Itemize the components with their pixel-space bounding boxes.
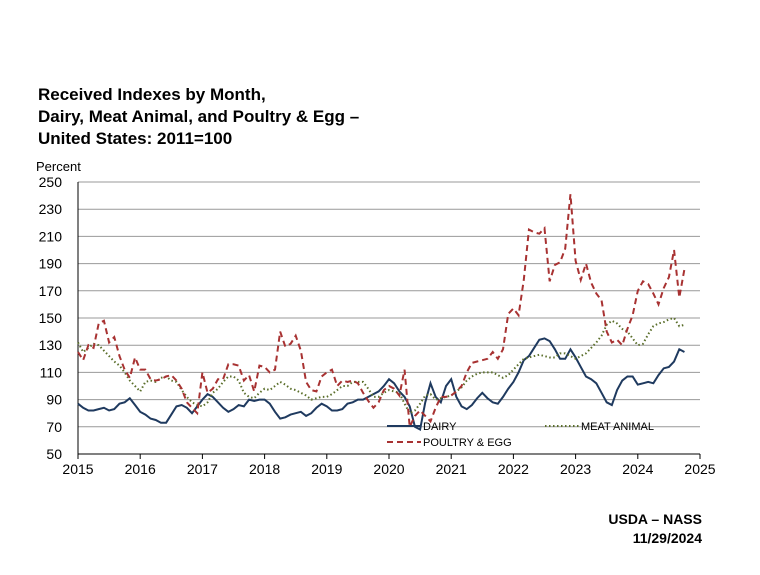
y-tick-label: 150 (39, 310, 63, 326)
legend-label: DAIRY (423, 421, 457, 433)
y-tick-label: 230 (39, 201, 63, 217)
x-tick-label: 2015 (62, 461, 93, 477)
x-tick-label: 2022 (498, 461, 529, 477)
y-tick-label: 170 (39, 283, 63, 299)
y-tick-label: 70 (46, 419, 62, 435)
y-axis-label: Percent (36, 159, 81, 174)
y-tick-label: 210 (39, 228, 63, 244)
y-tick-label: 190 (39, 256, 63, 272)
title-line: Dairy, Meat Animal, and Poultry & Egg – (38, 107, 359, 126)
series-line (77, 316, 685, 415)
x-tick-label: 2016 (125, 461, 156, 477)
series-line (77, 194, 686, 431)
x-tick-label: 2025 (684, 461, 715, 477)
source: USDA – NASS (608, 511, 702, 527)
x-tick-label: 2017 (187, 461, 218, 477)
title-line: Received Indexes by Month, (38, 85, 266, 104)
title-line: United States: 2011=100 (38, 129, 232, 148)
date: 11/29/2024 (633, 530, 703, 546)
legend-label: POULTRY & EGG (423, 437, 512, 449)
legend-label: MEAT ANIMAL (581, 421, 654, 433)
x-tick-label: 2019 (311, 461, 342, 477)
y-tick-label: 130 (39, 337, 63, 353)
y-tick-label: 250 (39, 174, 63, 190)
series-line (77, 337, 685, 432)
x-tick-label: 2023 (560, 461, 591, 477)
y-tick-label: 110 (40, 364, 63, 380)
x-tick-label: 2024 (622, 461, 653, 477)
y-tick-label: 50 (46, 446, 62, 462)
x-tick-label: 2021 (436, 461, 467, 477)
y-tick-label: 90 (46, 392, 62, 408)
x-tick-label: 2020 (373, 461, 404, 477)
x-tick-label: 2018 (249, 461, 280, 477)
